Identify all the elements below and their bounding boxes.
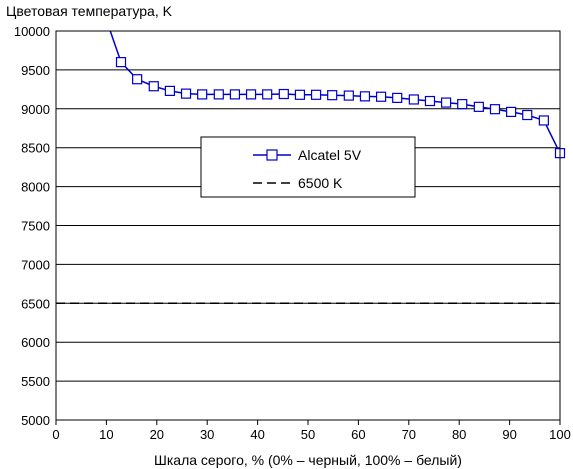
x-tick-label: 10 — [99, 427, 113, 442]
x-tick-label: 20 — [150, 427, 164, 442]
data-point-alcatel — [489, 104, 501, 115]
x-tick-label: 0 — [52, 427, 59, 442]
x-tick-label: 100 — [549, 427, 571, 442]
legend-label-alcatel: Alcatel 5V — [298, 147, 362, 163]
data-point-alcatel — [115, 57, 127, 68]
data-point-alcatel — [424, 95, 436, 107]
data-point-alcatel — [310, 89, 322, 100]
y-tick-label: 5000 — [21, 413, 50, 428]
data-point-alcatel — [392, 92, 403, 104]
x-tick-label: 60 — [351, 427, 365, 442]
data-point-alcatel — [457, 99, 468, 110]
data-point-alcatel — [343, 90, 354, 101]
x-tick-label: 80 — [452, 427, 466, 442]
x-tick-label: 30 — [200, 427, 214, 442]
legend-box — [200, 136, 416, 198]
data-point-alcatel — [180, 88, 192, 99]
y-axis-ticks: 5000 5500 6000 6500 7000 7500 8000 8500 9000 9500… — [14, 24, 50, 428]
x-tick-label: 50 — [301, 427, 315, 442]
y-tick-label: 7500 — [21, 219, 50, 234]
data-point-alcatel — [164, 85, 176, 97]
data-point-alcatel — [327, 90, 338, 101]
x-axis-ticks: 0 10 20 30 40 50 60 70 80 90 100 — [52, 420, 571, 442]
data-point-alcatel — [473, 101, 484, 112]
data-point-alcatel — [294, 89, 306, 100]
data-point-alcatel — [408, 94, 419, 105]
y-tick-label: 6500 — [21, 296, 50, 311]
data-point-alcatel — [359, 91, 371, 102]
data-point-alcatel — [245, 89, 257, 100]
data-point-alcatel — [440, 97, 452, 108]
data-point-alcatel — [522, 109, 533, 121]
y-tick-label: 10000 — [14, 24, 50, 39]
y-tick-label: 8500 — [21, 141, 50, 156]
x-axis-title: Шкала серого, % (0% – черный, 100% – бел… — [154, 452, 462, 468]
data-point-alcatel — [132, 74, 143, 85]
data-point-alcatel — [375, 91, 387, 102]
data-point-alcatel — [262, 89, 273, 100]
legend: Alcatel 5V 6500 K — [200, 136, 416, 198]
x-tick-label: 40 — [250, 427, 264, 442]
data-point-alcatel — [538, 115, 549, 126]
legend-marker-alcatel — [266, 149, 278, 161]
data-point-alcatel — [506, 106, 517, 118]
y-tick-label: 9000 — [21, 102, 50, 117]
legend-label-6500k: 6500 K — [298, 175, 343, 191]
x-tick-label: 70 — [402, 427, 416, 442]
y-tick-label: 8000 — [21, 180, 50, 195]
data-point-alcatel — [197, 89, 208, 100]
x-tick-label: 90 — [502, 427, 516, 442]
data-point-alcatel — [278, 88, 289, 100]
y-tick-label: 5500 — [21, 374, 50, 389]
data-point-alcatel — [148, 81, 159, 92]
data-point-alcatel — [213, 89, 224, 100]
plot-frame — [55, 30, 561, 421]
y-tick-label: 9500 — [21, 63, 50, 78]
y-tick-label: 7000 — [21, 257, 50, 272]
y-axis-title: Цветовая температура, K — [6, 3, 173, 19]
data-point-alcatel — [229, 89, 241, 100]
gridlines — [56, 30, 560, 421]
series-layer — [56, 31, 566, 305]
y-tick-label: 6000 — [21, 335, 50, 350]
